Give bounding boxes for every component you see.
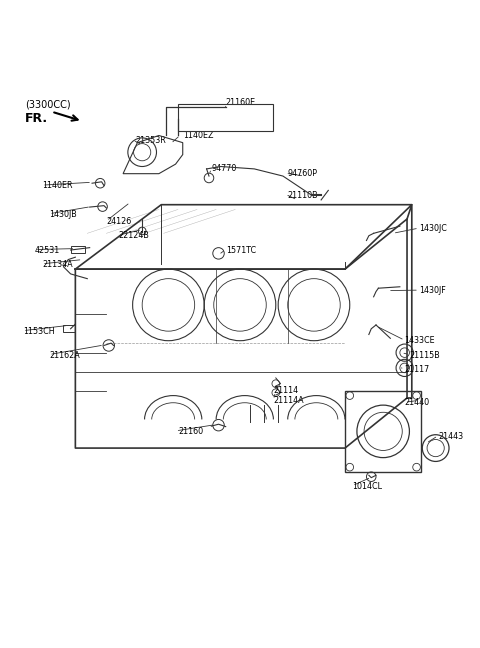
Text: 42531: 42531	[35, 246, 60, 255]
Text: 21162A: 21162A	[49, 351, 80, 360]
Bar	[178, 104, 274, 131]
Text: 22124B: 22124B	[118, 231, 149, 240]
Bar	[71, 246, 85, 253]
Text: FR.: FR.	[25, 111, 48, 124]
Text: 21440: 21440	[405, 399, 430, 407]
Text: 21117: 21117	[405, 365, 430, 374]
Text: (3300CC): (3300CC)	[25, 100, 71, 110]
Text: 1014CL: 1014CL	[352, 481, 382, 491]
Text: 21134A: 21134A	[42, 260, 72, 269]
Text: 1430JB: 1430JB	[49, 210, 77, 219]
Text: 1433CE: 1433CE	[405, 336, 435, 345]
Text: 1140ER: 1140ER	[42, 181, 72, 190]
Circle shape	[138, 227, 146, 235]
Text: 1430JC: 1430JC	[419, 224, 447, 233]
Text: 21114A: 21114A	[274, 396, 304, 405]
Text: 21160: 21160	[178, 427, 203, 436]
Text: 21160E: 21160E	[226, 98, 256, 106]
Bar	[345, 391, 421, 472]
Text: 1430JF: 1430JF	[419, 286, 446, 295]
Text: 21110B: 21110B	[288, 191, 318, 200]
Circle shape	[204, 173, 214, 183]
Text: 1571TC: 1571TC	[226, 246, 256, 255]
Bar	[63, 325, 75, 332]
Text: 94770: 94770	[211, 165, 237, 174]
Text: 21353R: 21353R	[135, 136, 166, 145]
Circle shape	[213, 248, 224, 259]
Text: 21114: 21114	[274, 386, 299, 395]
Text: 1140EZ: 1140EZ	[183, 131, 213, 140]
Text: 21443: 21443	[438, 432, 463, 441]
Text: 21115B: 21115B	[409, 351, 440, 360]
Text: 1153CH: 1153CH	[23, 327, 55, 336]
Text: 24126: 24126	[107, 217, 132, 226]
Text: 94760P: 94760P	[288, 169, 318, 178]
